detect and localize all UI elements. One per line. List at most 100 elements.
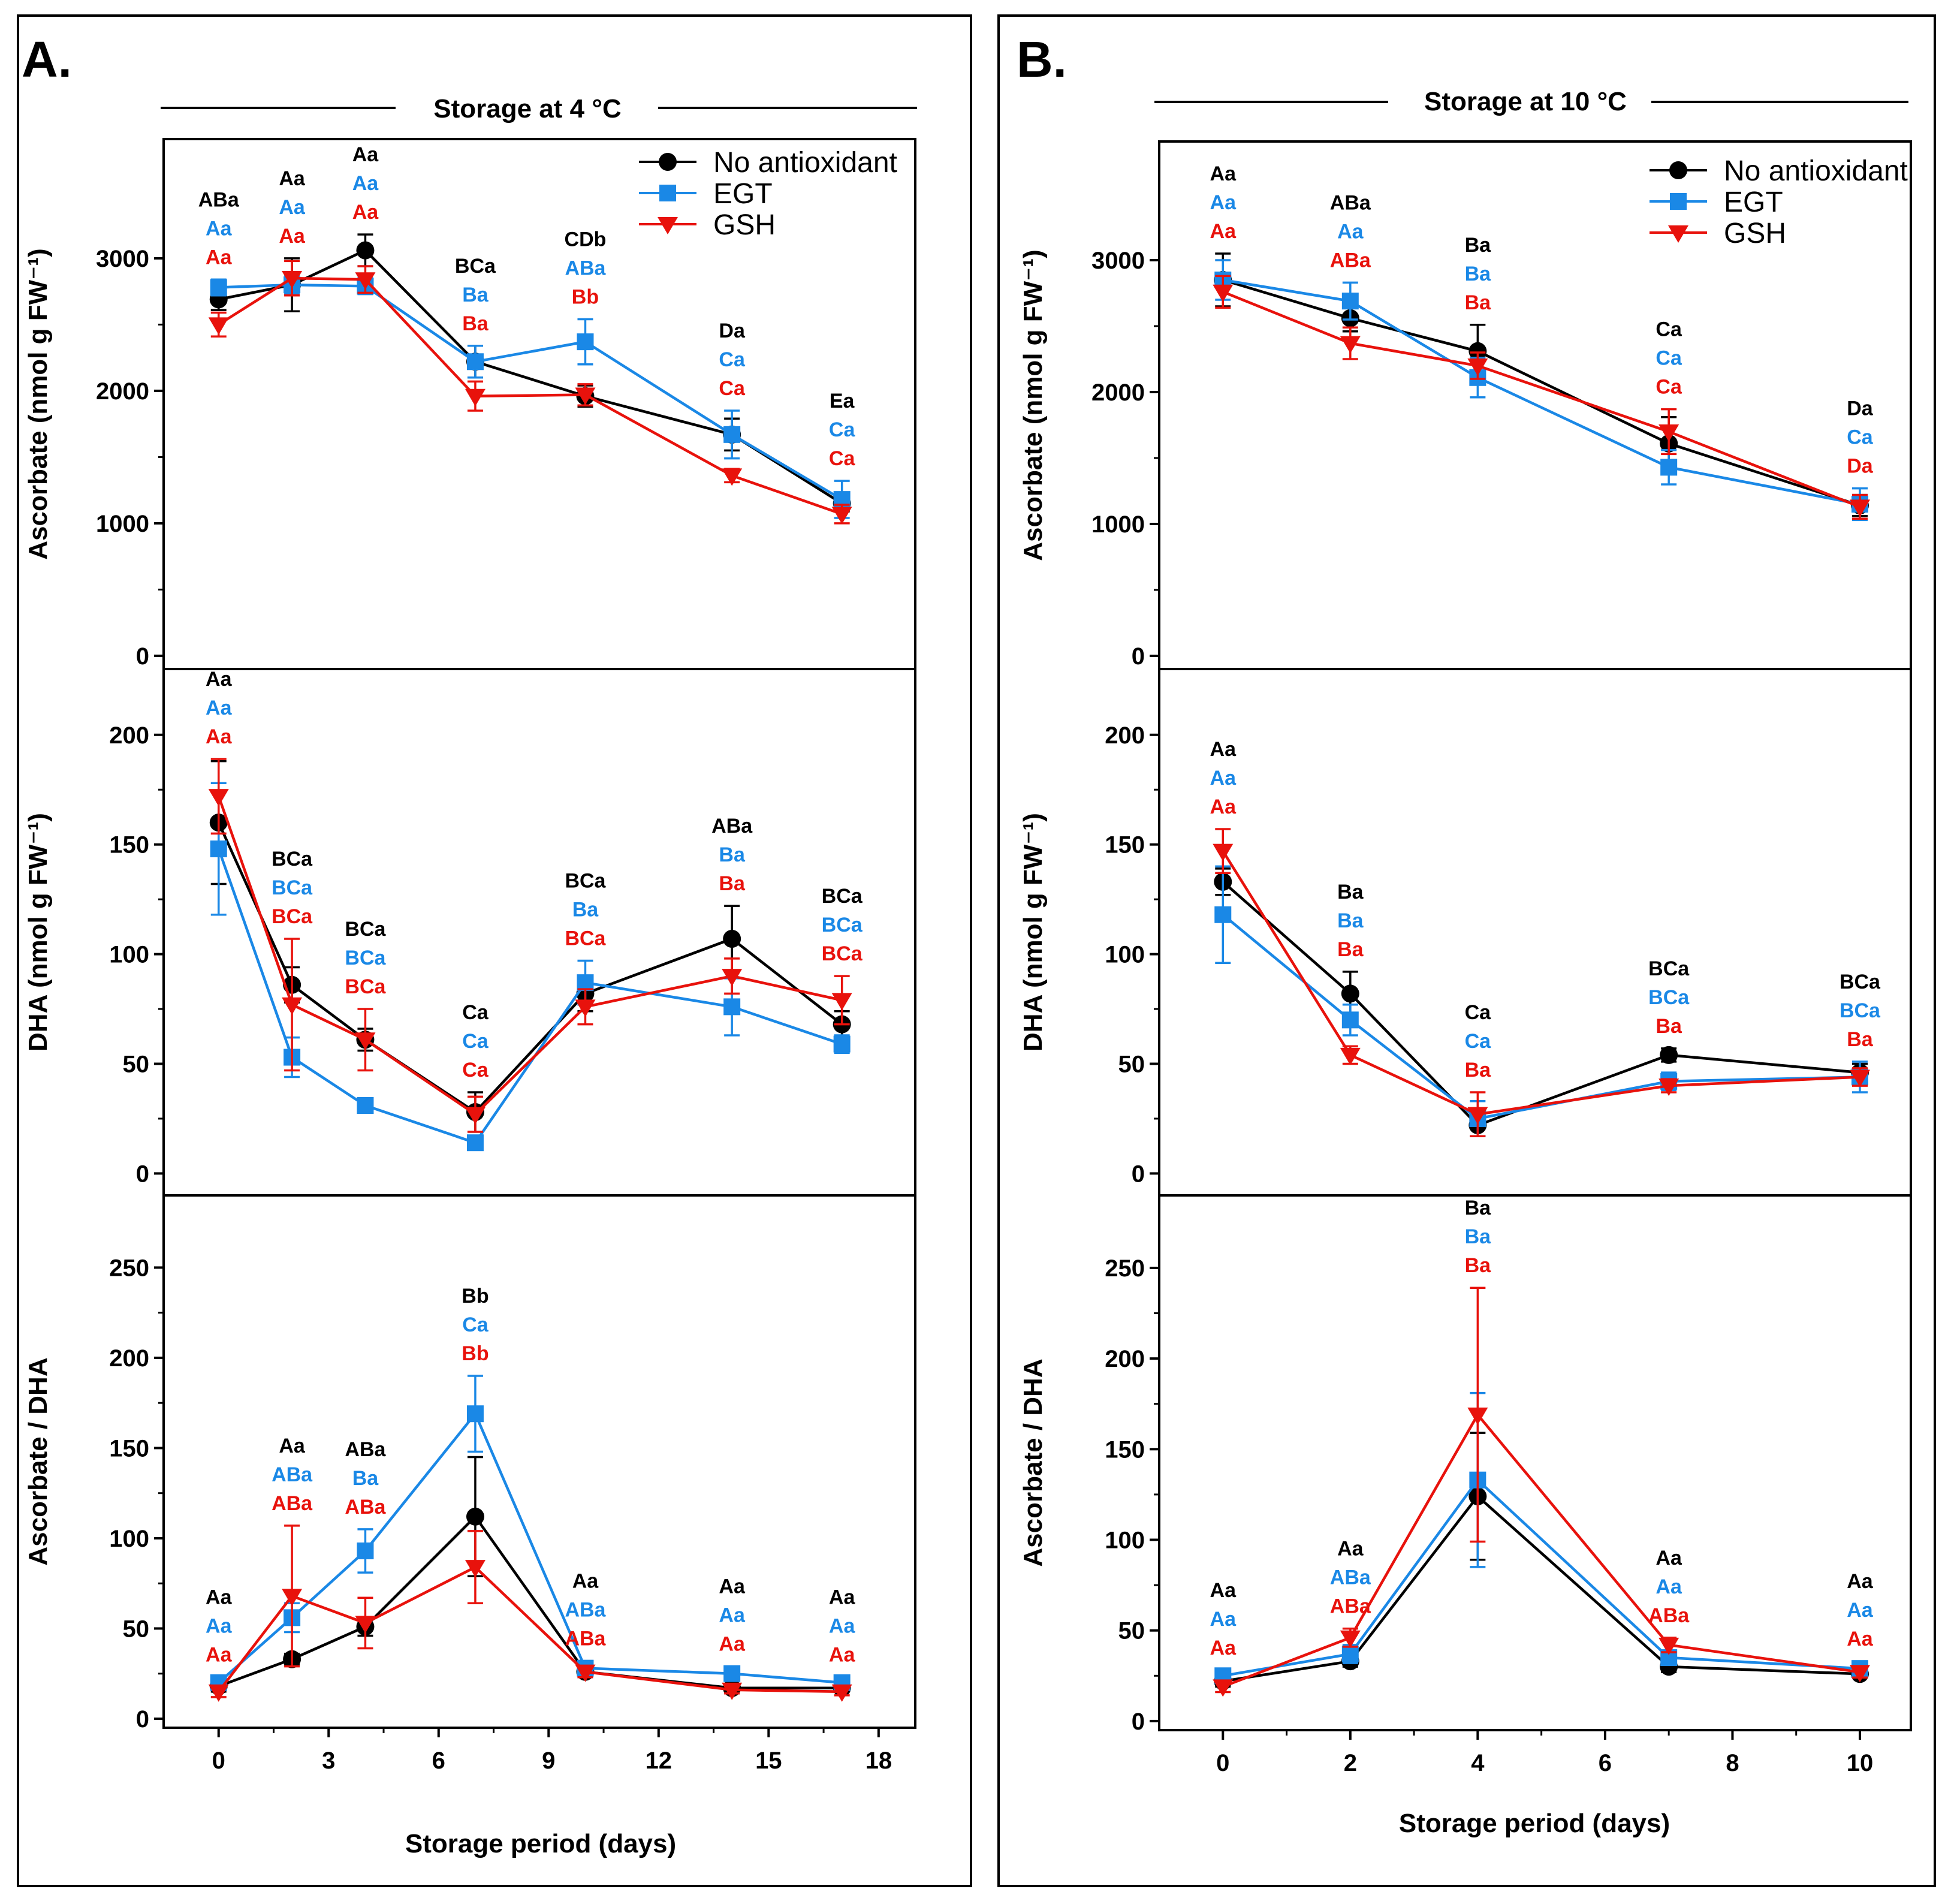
- significance-letter: BCa: [822, 942, 863, 965]
- series-line: [1222, 1494, 1860, 1683]
- y-tick-label: 100: [1105, 1528, 1145, 1554]
- legend-entry: EGT: [1724, 186, 1783, 218]
- legend-entry: EGT: [713, 178, 773, 210]
- significance-letter: Aa: [1337, 220, 1364, 243]
- series-line: [1222, 913, 1860, 1120]
- significance-letter: Ba: [1465, 1225, 1492, 1248]
- significance-letter: Ba: [1465, 291, 1492, 314]
- x-tick-label: 4: [1471, 1750, 1485, 1776]
- series-no-antioxidant: [1214, 867, 1869, 1137]
- x-tick-label: 12: [646, 1748, 673, 1774]
- data-point: [466, 1405, 484, 1423]
- data-point: [723, 929, 741, 948]
- y-tick-label: 50: [123, 1052, 150, 1078]
- data-point: [1658, 1637, 1679, 1655]
- legend-marker: [1668, 225, 1688, 243]
- x-tick-label: 0: [1216, 1750, 1229, 1776]
- y-tick-label: 150: [109, 832, 149, 858]
- significance-letter: Aa: [719, 1604, 746, 1627]
- y-tick-label: 100: [109, 1526, 149, 1552]
- significance-letter: Aa: [1847, 1570, 1874, 1593]
- significance-letter: Ba: [462, 312, 489, 335]
- significance-letter: Aa: [829, 1586, 856, 1609]
- data-point: [355, 1032, 376, 1050]
- significance-letter: Aa: [1337, 1538, 1364, 1560]
- y-tick-label: 250: [1105, 1255, 1145, 1282]
- significance-letter: Aa: [1210, 738, 1237, 761]
- significance-letter: Ca: [462, 1059, 489, 1081]
- subplot: 0 1000 2000 3000 Ascorbate (nmol g FW⁻¹) Aa Aa…: [1018, 162, 1874, 670]
- significance-letter: Da: [719, 320, 746, 342]
- data-point: [465, 1560, 486, 1578]
- series-line: [218, 248, 843, 505]
- series-line: [218, 1411, 842, 1684]
- significance-letter: ABa: [1330, 1595, 1371, 1618]
- data-point: [465, 388, 486, 406]
- y-tick-label: 100: [1105, 942, 1145, 968]
- significance-letter: Aa: [279, 196, 306, 219]
- y-tick-label: 0: [136, 643, 149, 670]
- series-line: [218, 276, 843, 516]
- data-point: [1340, 1047, 1361, 1065]
- significance-letter: Aa: [206, 1586, 233, 1609]
- significance-letter: Aa: [1210, 220, 1237, 243]
- significance-letter: ABa: [272, 1463, 313, 1486]
- significance-letter: BCa: [822, 914, 863, 936]
- legend-entry: GSH: [1724, 218, 1786, 249]
- significance-letter: Aa: [206, 1644, 233, 1667]
- data-point: [1341, 1646, 1359, 1663]
- significance-letter: Ba: [1847, 1028, 1874, 1051]
- legend-marker: [1669, 161, 1687, 179]
- significance-letter: ABa: [272, 1492, 313, 1515]
- y-tick-label: 1000: [1091, 511, 1145, 538]
- data-point: [575, 999, 596, 1017]
- data-point: [722, 468, 743, 486]
- significance-letter: Ba: [352, 1467, 379, 1490]
- y-tick-label: 100: [109, 942, 149, 968]
- significance-letter: Aa: [1210, 191, 1237, 214]
- x-axis-title-a: Storage period (days): [405, 1829, 676, 1858]
- significance-letter: Ea: [830, 390, 855, 412]
- significance-letter: Aa: [352, 143, 379, 166]
- y-axis-title: Ascorbate (nmol g FW⁻¹): [23, 248, 53, 559]
- data-point: [723, 998, 741, 1016]
- significance-letter: Ca: [719, 377, 746, 400]
- significance-letter: Bb: [462, 1342, 488, 1365]
- significance-letter: Bb: [572, 286, 599, 309]
- significance-letter: BCa: [455, 255, 496, 278]
- legend-entry: GSH: [713, 209, 776, 241]
- y-tick-label: 150: [109, 1435, 149, 1462]
- significance-letter: ABa: [565, 257, 606, 280]
- series-line: [217, 796, 843, 1116]
- series-line: [1222, 278, 1860, 507]
- series-gsh: [1213, 275, 1870, 520]
- data-point: [722, 969, 743, 987]
- panel-b-letter: B.: [1017, 31, 1067, 88]
- significance-letter: Aa: [829, 1615, 856, 1638]
- data-point: [831, 1684, 852, 1702]
- significance-letter: Aa: [206, 725, 233, 748]
- significance-letter: Aa: [1210, 1579, 1237, 1602]
- subplot: 0 50 100 150 200 DHA (nmol g FW⁻¹) Aa Aa Aa BCa BC…: [23, 668, 863, 1187]
- significance-letter: ABa: [1648, 1604, 1690, 1627]
- x-tick-label: 3: [322, 1748, 335, 1774]
- data-point: [1849, 1070, 1870, 1087]
- data-point: [208, 317, 229, 335]
- significance-letter: BCa: [822, 885, 863, 908]
- x-tick-label: 0: [212, 1748, 225, 1774]
- x-tick-label: 15: [755, 1748, 782, 1774]
- y-tick-label: 150: [1105, 1436, 1145, 1463]
- x-tick-label: 9: [542, 1748, 555, 1774]
- significance-letter: Ca: [1656, 318, 1682, 341]
- y-axis-title: Ascorbate / DHA: [1018, 1358, 1048, 1566]
- significance-letter: Da: [1847, 455, 1874, 478]
- data-point: [1658, 424, 1679, 442]
- y-tick-label: 1000: [96, 511, 149, 537]
- subplot: 0 50 100 150 200 250 Ascorbate / DHA Aa Aa Aa Aa AB…: [1018, 1197, 1874, 1735]
- significance-letter: Ca: [1465, 1030, 1492, 1053]
- panel-a: A. Storage at 4 °C Storage period (days)…: [17, 14, 972, 1887]
- significance-letter: ABa: [1330, 1566, 1371, 1589]
- significance-letter: Ba: [572, 899, 599, 921]
- significance-letter: BCa: [1648, 957, 1690, 980]
- significance-letter: Bb: [462, 1285, 488, 1308]
